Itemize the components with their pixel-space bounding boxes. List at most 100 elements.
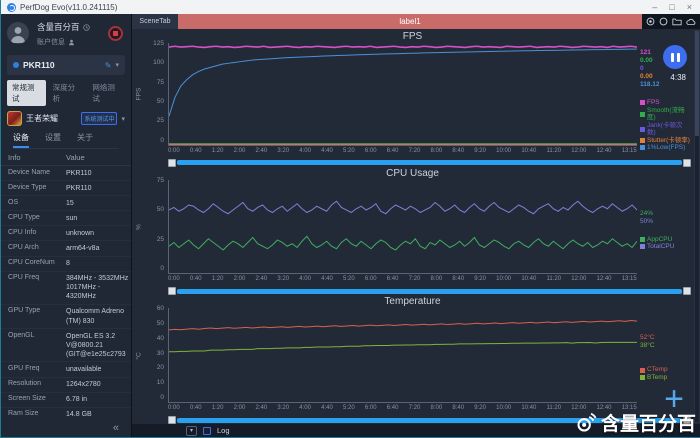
tested-app-row[interactable]: 王者荣耀 系统测试中 ▾ xyxy=(7,111,125,126)
current-value: 52°C xyxy=(640,334,655,342)
legend: CTemp BTemp xyxy=(640,366,668,381)
tab-settings[interactable]: 设置 xyxy=(45,133,61,142)
scroll-track[interactable] xyxy=(177,160,682,166)
tab-network-test[interactable]: 网络测试 xyxy=(92,83,115,103)
series-CTemp xyxy=(169,321,637,330)
series-TotalCPU xyxy=(169,201,637,213)
weibo-camera-icon xyxy=(577,412,597,432)
chart-title: CPU Usage xyxy=(386,167,439,179)
label1-bar[interactable]: label1 xyxy=(178,14,642,29)
scroll-handle-left[interactable] xyxy=(168,416,176,425)
legend-item: Stutter(卡顿率) xyxy=(640,137,691,145)
scroll-track[interactable] xyxy=(177,417,682,423)
minimize-button[interactable]: – xyxy=(652,2,658,12)
table-row: CPU Arch arm64-v8a xyxy=(1,241,131,256)
series-BTemp xyxy=(169,343,637,352)
account-info-link[interactable]: 账户信息 xyxy=(37,39,65,46)
sidebar: 含量百分百 账户信息 PKR110 ✎ ▾ 常规测试 深度分析 网络测试 xyxy=(1,14,132,437)
current-value: 38°C xyxy=(640,342,655,350)
scrollbar-thumb[interactable] xyxy=(695,31,699,136)
current-value: 118.12 xyxy=(640,81,660,88)
tab-deep-analysis[interactable]: 深度分析 xyxy=(52,83,76,103)
plot-area[interactable] xyxy=(168,308,637,404)
table-row: OS 15 xyxy=(1,196,131,211)
chart-side-panel: 121 0.00 0 0.00 118.12 4:38 FPS Smooth(流畅度) Ja… xyxy=(637,43,691,167)
y-axis-label: FPS xyxy=(135,87,143,101)
current-value: 0.00 xyxy=(640,73,653,80)
table-row: CPU Info unknown xyxy=(1,226,131,241)
plot-area[interactable] xyxy=(168,179,637,275)
game-app-icon xyxy=(7,111,22,126)
watermark: 含量百分百 xyxy=(575,409,696,436)
chart-side-panel: 52°C 38°C CTemp BTemp xyxy=(637,308,691,424)
scroll-handle-right[interactable] xyxy=(683,287,691,296)
x-axis-ticks: 0:00 0:40 1:20 2:00 2:40 3:20 4:00 4:40 5:20 6:00… xyxy=(168,147,637,154)
current-values: 24% 50% xyxy=(640,210,653,226)
time-scrollbar[interactable] xyxy=(168,413,691,425)
game-app-name: 王者荣耀 xyxy=(26,114,58,123)
dropdown-button[interactable]: ▾ xyxy=(186,425,197,436)
tab-normal-test[interactable]: 常规测试 xyxy=(7,80,46,106)
tab-device[interactable]: 设备 xyxy=(13,132,29,148)
maximize-button[interactable]: □ xyxy=(669,2,675,12)
add-chart-button[interactable]: + xyxy=(664,380,684,418)
scroll-handle-right[interactable] xyxy=(683,158,691,167)
session-time: 4:38 xyxy=(670,73,686,82)
tab-about[interactable]: 关于 xyxy=(77,133,93,142)
time-scrollbar[interactable] xyxy=(168,156,691,167)
chart-title: FPS xyxy=(402,31,423,42)
close-button[interactable]: × xyxy=(686,2,692,12)
vertical-scrollbar[interactable] xyxy=(694,30,700,423)
sidebar-collapse-button[interactable]: « xyxy=(112,422,119,434)
current-values: 121 0.00 0 0.00 118.12 xyxy=(640,49,660,89)
chevron-down-icon[interactable]: ▾ xyxy=(121,115,125,123)
series-FPS xyxy=(169,46,637,47)
stop-record-button[interactable] xyxy=(108,26,123,41)
current-value: 24% xyxy=(640,209,654,217)
table-row: CPU Freq 384MHz - 3532MHz 1017MHz - 4320M… xyxy=(1,272,131,305)
charts-panel: FPS FPS 125 100 75 50 25 0 121 0.00 0 0.00 118.12… xyxy=(132,29,700,425)
scroll-handle-right[interactable] xyxy=(683,416,691,425)
target-icon[interactable] xyxy=(646,17,655,26)
scroll-handle-left[interactable] xyxy=(168,158,176,167)
legend-item: Jank(卡顿次数) xyxy=(640,122,691,137)
x-axis-ticks: 0:00 0:40 1:20 2:00 2:40 3:20 4:00 4:40 5:20 6:00… xyxy=(168,405,637,412)
folder-icon[interactable] xyxy=(672,17,682,26)
chevron-down-icon[interactable]: ▾ xyxy=(115,62,119,69)
y-axis-ticks: 60 50 40 30 20 10 0 xyxy=(156,305,164,401)
titlebar: PerfDog Evo(v11.0.241115) – □ × xyxy=(1,0,700,14)
person-icon xyxy=(69,39,74,45)
table-header: Info Value xyxy=(1,149,131,166)
scene-tab[interactable]: SceneTab xyxy=(132,14,178,29)
table-row: Resolution 1264x2780 xyxy=(1,378,131,393)
plot-area[interactable] xyxy=(168,43,637,146)
table-row: CPU Type sun xyxy=(1,211,131,226)
legend-item: Smooth(流畅度) xyxy=(640,107,691,122)
perfdog-logo-icon xyxy=(7,2,16,12)
log-checkbox[interactable] xyxy=(203,426,211,435)
scene-tabstrip: SceneTab label1 xyxy=(132,14,700,29)
main-area: SceneTab label1 FPS FPS 125 100 75 50 25 0 xyxy=(132,14,700,437)
y-axis-label: °C xyxy=(135,352,143,360)
table-row: GPU Type Qualcomm Adreno (TM) 830 xyxy=(1,305,131,329)
edit-pen-icon[interactable]: ✎ xyxy=(104,60,112,70)
chart-title: Temperature xyxy=(384,296,441,308)
username: 含量百分百 xyxy=(37,22,80,32)
pause-button[interactable] xyxy=(663,45,687,69)
scroll-track[interactable] xyxy=(177,288,682,294)
scroll-handle-left[interactable] xyxy=(168,287,176,296)
current-value: 0 xyxy=(640,65,644,72)
y-axis-label: % xyxy=(135,224,143,230)
col-info: Info xyxy=(8,153,21,162)
device-selector[interactable]: PKR110 ✎ ▾ xyxy=(7,55,125,75)
cloud-icon[interactable] xyxy=(686,18,696,26)
time-scrollbar[interactable] xyxy=(168,284,691,296)
device-info-table: Info Value Device Name PKR110 Device Type P… xyxy=(1,149,131,422)
circle-icon[interactable] xyxy=(659,17,668,26)
table-row: Ram Size 14.8 GB xyxy=(1,408,131,422)
log-label: Log xyxy=(217,426,230,435)
window-title: PerfDog Evo(v11.0.241115) xyxy=(20,2,118,12)
device-status-icon xyxy=(13,62,19,68)
table-row: Device Type PKR110 xyxy=(1,181,131,196)
